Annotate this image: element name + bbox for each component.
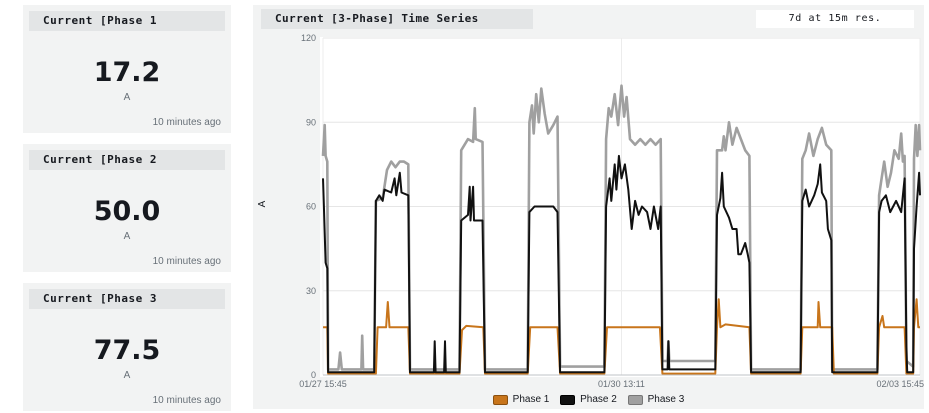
x-tick-label: 02/03 15:45 — [876, 379, 924, 389]
y-tick-label: 0 — [311, 370, 316, 380]
legend-swatch — [560, 394, 576, 405]
legend-phase-3[interactable]: Phase 3 — [627, 394, 685, 405]
card-value: 77.5 — [93, 335, 161, 366]
card-value: 17.2 — [93, 57, 161, 88]
panel-title: Current [3-Phase] Time Series — [261, 9, 533, 29]
card-updated-time: 10 minutes ago — [152, 256, 221, 267]
chart-legend: Phase 1 Phase 2 Phase 3 — [253, 394, 924, 408]
card-value: 50.0 — [93, 196, 161, 227]
resolution-badge[interactable]: 7d at 15m res. — [756, 10, 914, 28]
current-chart[interactable]: 0 30 60 90 120 01/27 15:45 01/30 13:11 02/03 15… — [253, 5, 924, 409]
series-line-phase-2[interactable] — [322, 154, 921, 374]
legend-swatch — [492, 394, 508, 405]
axes: 0 30 60 90 120 01/27 15:45 01/30 13:11 02/03 15… — [299, 33, 924, 389]
stat-card-phase-2[interactable]: Current [Phase 2 50.0 A 10 minutes ago — [23, 144, 231, 272]
legend-label: Phase 2 — [580, 394, 617, 405]
y-tick-label: 30 — [306, 286, 316, 296]
card-unit: A — [123, 370, 131, 381]
legend-label: Phase 3 — [647, 394, 685, 405]
card-unit: A — [123, 92, 131, 103]
time-series-panel: Current [3-Phase] Time Series 7d at 15m … — [253, 5, 924, 409]
y-axis-label: A — [257, 200, 268, 207]
card-title: Current [Phase 1 — [29, 11, 225, 31]
stat-card-phase-3[interactable]: Current [Phase 3 77.5 A 10 minutes ago — [23, 283, 231, 411]
legend-label: Phase 1 — [512, 394, 550, 405]
legend-swatch — [627, 394, 643, 405]
series-lines — [321, 84, 922, 375]
x-tick-label: 01/27 15:45 — [299, 379, 347, 389]
card-updated-time: 10 minutes ago — [152, 117, 221, 128]
stat-card-phase-1[interactable]: Current [Phase 1 17.2 A 10 minutes ago — [23, 5, 231, 133]
legend-phase-2[interactable]: Phase 2 — [560, 394, 617, 405]
card-title: Current [Phase 2 — [29, 150, 225, 170]
card-updated-time: 10 minutes ago — [152, 395, 221, 406]
card-unit: A — [123, 231, 131, 242]
card-title: Current [Phase 3 — [29, 289, 225, 309]
y-tick-label: 120 — [301, 33, 316, 43]
x-tick-label: 01/30 13:11 — [598, 379, 645, 389]
y-tick-label: 60 — [306, 202, 316, 212]
y-tick-label: 90 — [306, 117, 316, 127]
legend-phase-1[interactable]: Phase 1 — [492, 394, 550, 405]
